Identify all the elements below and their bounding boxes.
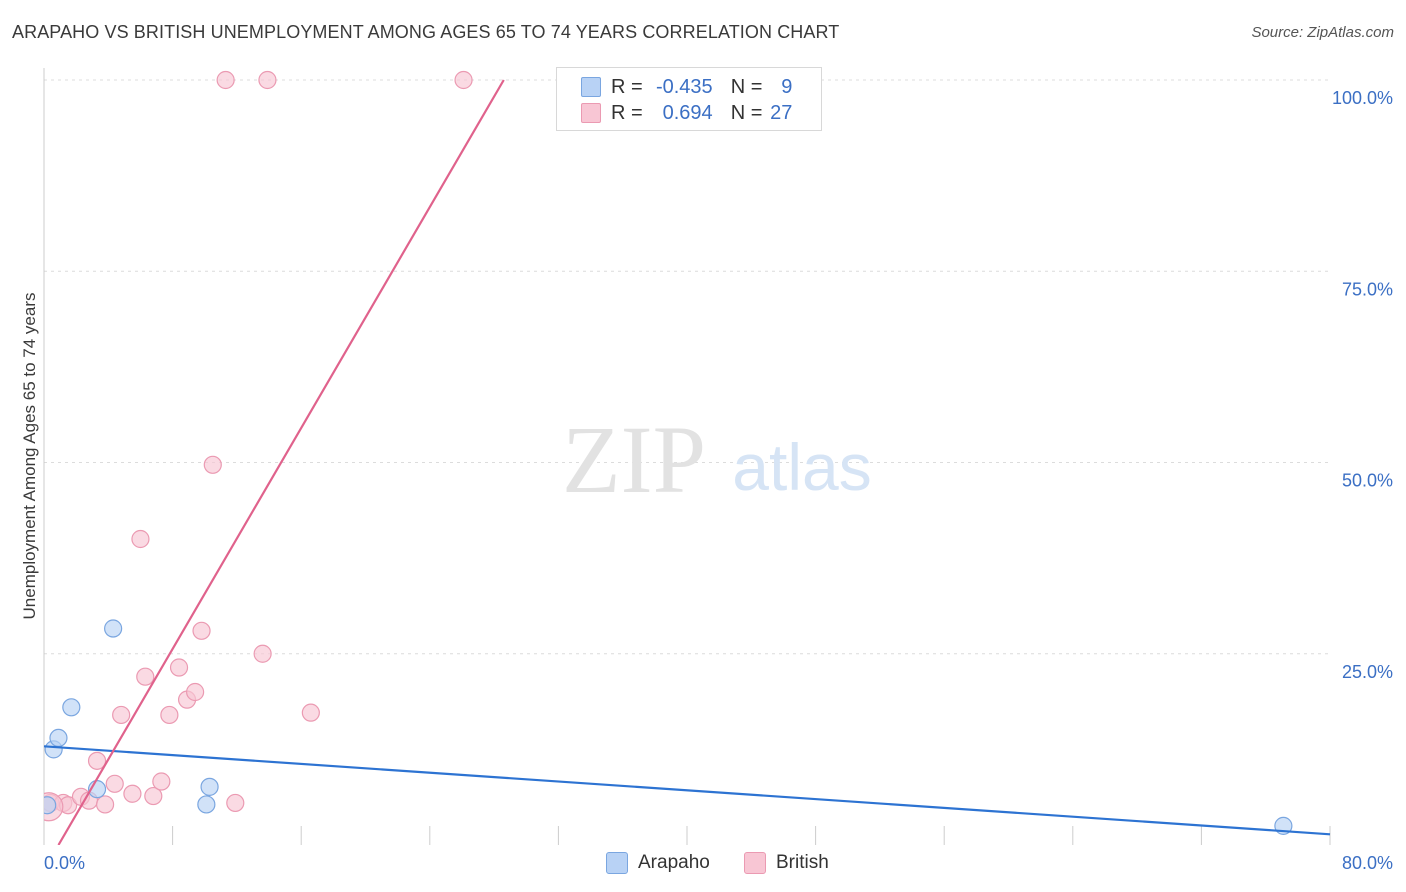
british-point (192, 621, 211, 640)
british-legend-swatch (744, 852, 766, 874)
y-tick-label: 75.0% (1342, 279, 1393, 299)
legend-n-label: N = (730, 75, 763, 98)
british-point (123, 784, 142, 803)
legend-row-british: R = 0.694 N = 27 (581, 101, 792, 125)
arapaho-point (44, 796, 57, 815)
british-point (112, 705, 131, 725)
british-point (152, 772, 171, 791)
y-tick-label: 25.0% (1342, 662, 1393, 682)
chart-title: ARAPAHO VS BRITISH UNEMPLOYMENT AMONG AG… (12, 22, 840, 42)
british-point (105, 774, 124, 793)
british-trendline (57, 79, 505, 845)
arapaho-r-value: -0.435 (655, 75, 713, 98)
arapaho-point (104, 619, 123, 638)
british-swatch (581, 103, 601, 123)
british-point (136, 667, 155, 686)
watermark-atlas: atlas (732, 430, 871, 504)
british-point (87, 751, 107, 770)
arapaho-point (49, 728, 68, 748)
arapaho-point (62, 698, 81, 717)
watermark-zip: ZIP (562, 406, 706, 513)
british-point (216, 70, 235, 90)
plot-area (44, 70, 1331, 845)
arapaho-n-value: 9 (781, 75, 793, 98)
arapaho-legend-label: Arapaho (638, 852, 710, 873)
legend-n-label: N = (730, 101, 763, 124)
arapaho-trendline (44, 745, 1331, 836)
british-point (226, 793, 245, 813)
british-point (186, 682, 205, 702)
legend-item-arapaho: Arapaho (606, 852, 710, 874)
british-point (301, 703, 320, 722)
british-point (144, 786, 163, 806)
correlation-legend: R = -0.435 N = 9 R = 0.694 N = 27 (556, 67, 822, 131)
british-n-value: 27 (770, 101, 793, 124)
y-tick-label: 100.0% (1332, 88, 1393, 108)
british-point (454, 70, 473, 90)
legend-r-label: R = (611, 75, 643, 98)
arapaho-point (197, 795, 216, 814)
british-legend-label: British (776, 852, 829, 873)
british-point (131, 529, 150, 549)
arapaho-swatch (581, 77, 601, 97)
source-label: Source: ZipAtlas.com (1251, 24, 1394, 41)
british-r-value: 0.694 (662, 101, 713, 124)
series-legend: Arapaho British (0, 852, 1406, 878)
x-tick-label: 80.0% (1342, 853, 1393, 873)
legend-item-british: British (744, 852, 829, 874)
y-tick-label: 50.0% (1342, 471, 1393, 491)
british-point (160, 705, 179, 725)
arapaho-point (200, 777, 219, 796)
legend-row-arapaho: R = -0.435 N = 9 (581, 75, 792, 99)
british-point (258, 70, 277, 90)
british-point (169, 658, 189, 677)
british-point (95, 795, 115, 814)
arapaho-legend-swatch (606, 852, 628, 874)
british-point (203, 455, 222, 474)
british-point (253, 644, 272, 663)
legend-r-label: R = (611, 101, 643, 124)
x-tick-label: 0.0% (44, 853, 85, 873)
